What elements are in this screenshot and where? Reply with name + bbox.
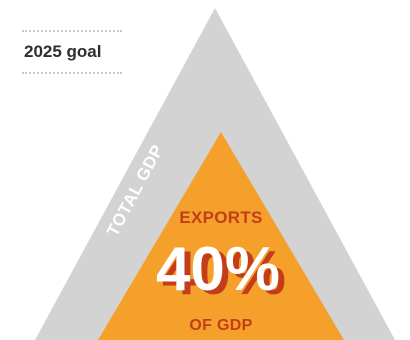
- exports-label: EXPORTS: [179, 208, 262, 227]
- legend: 2025 goal: [22, 30, 122, 74]
- legend-label: 2025 goal: [24, 42, 102, 61]
- of-gdp-label: OF GDP: [189, 317, 252, 334]
- legend-bottom-divider: [22, 72, 122, 74]
- exports-percent-shadow: 40%: [162, 239, 286, 308]
- exports-triangle: [98, 132, 344, 340]
- exports-percent-value: 40%: [156, 235, 280, 304]
- legend-top-divider: [22, 30, 122, 32]
